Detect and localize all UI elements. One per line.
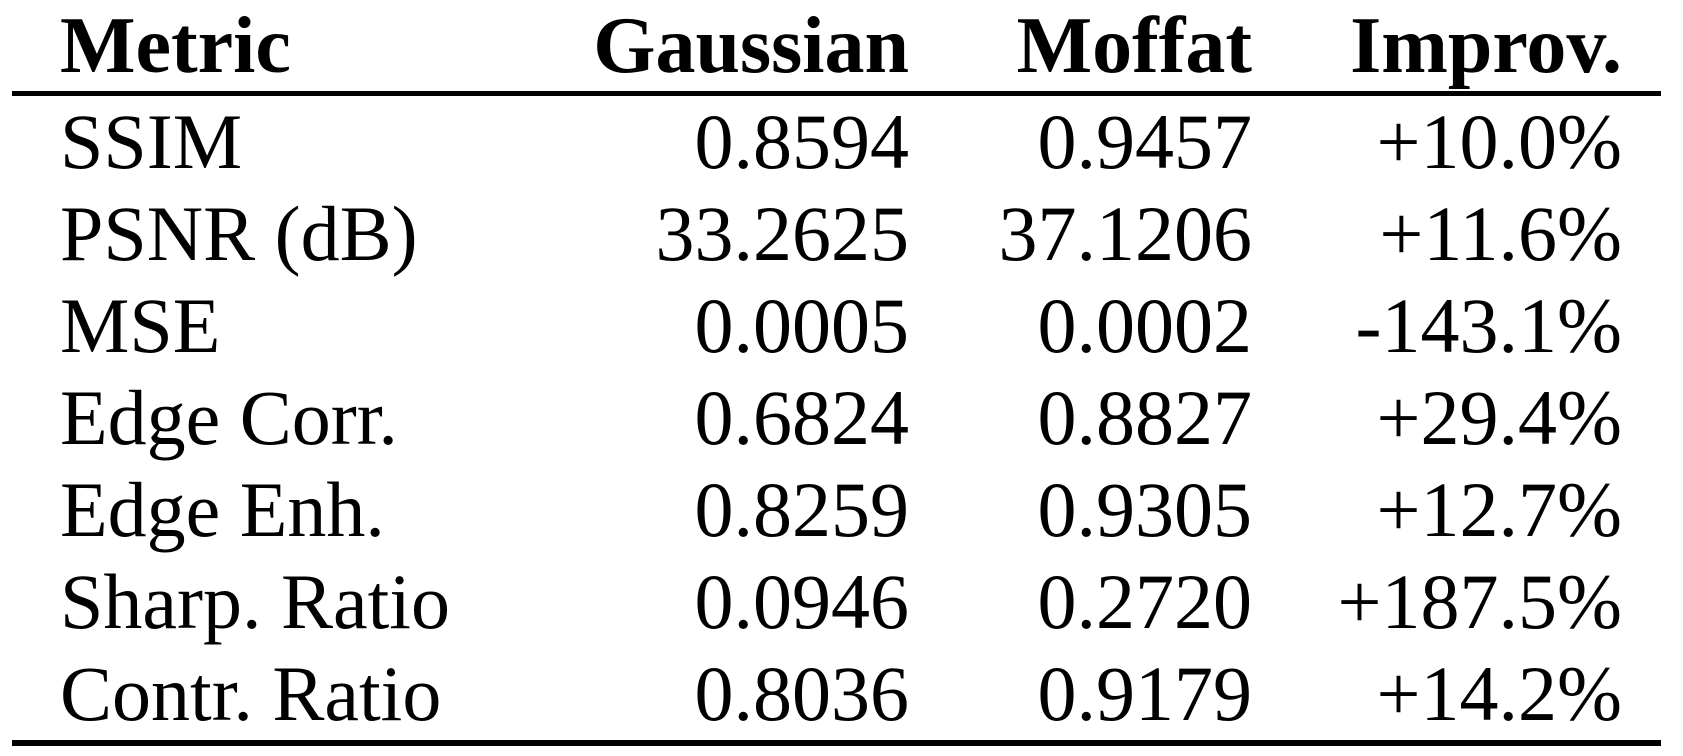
table-header-row: Metric Gaussian Moffat Improv.	[12, 0, 1661, 91]
moffat-value: 0.9305	[1037, 466, 1253, 553]
gaussian-value: 0.6824	[694, 374, 910, 461]
improv-value: +187.5%	[1337, 558, 1622, 645]
gaussian-value: 33.2625	[655, 190, 910, 277]
moffat-value: 0.0002	[1037, 282, 1253, 369]
moffat-value: 37.1206	[998, 190, 1253, 277]
improv-value: +12.7%	[1376, 466, 1622, 553]
improv-value: +10.0%	[1376, 98, 1622, 185]
table-row-psnr: PSNR (dB) 33.2625 37.1206 +11.6%	[12, 188, 1661, 280]
bottom-rule	[12, 740, 1661, 746]
improv-value: +14.2%	[1376, 650, 1622, 737]
metrics-comparison-table: Metric Gaussian Moffat Improv. SSIM 0.85…	[12, 0, 1661, 746]
metric-label: Edge Corr.	[60, 374, 398, 461]
metric-label: Sharp. Ratio	[60, 558, 450, 645]
moffat-value: 0.9457	[1037, 98, 1253, 185]
table-row-ssim: SSIM 0.8594 0.9457 +10.0%	[12, 96, 1661, 188]
column-header-improv: Improv.	[1350, 1, 1622, 90]
moffat-value: 0.9179	[1037, 650, 1253, 737]
column-header-gaussian: Gaussian	[593, 1, 909, 90]
gaussian-value: 0.8594	[694, 98, 910, 185]
metric-label: SSIM	[60, 98, 243, 185]
improv-value: -143.1%	[1355, 282, 1622, 369]
table-row-edge-enh: Edge Enh. 0.8259 0.9305 +12.7%	[12, 464, 1661, 556]
metric-label: MSE	[60, 282, 221, 369]
moffat-value: 0.2720	[1037, 558, 1253, 645]
table-row-edge-corr: Edge Corr. 0.6824 0.8827 +29.4%	[12, 372, 1661, 464]
improv-value: +11.6%	[1379, 190, 1622, 277]
metric-label: PSNR (dB)	[60, 190, 418, 277]
metric-label: Contr. Ratio	[60, 650, 442, 737]
gaussian-value: 0.0946	[694, 558, 910, 645]
table-row-mse: MSE 0.0005 0.0002 -143.1%	[12, 280, 1661, 372]
gaussian-value: 0.8036	[694, 650, 910, 737]
improv-value: +29.4%	[1376, 374, 1622, 461]
column-header-metric: Metric	[60, 1, 291, 90]
gaussian-value: 0.8259	[694, 466, 910, 553]
header-rule	[12, 91, 1661, 96]
table-row-sharp-ratio: Sharp. Ratio 0.0946 0.2720 +187.5%	[12, 556, 1661, 648]
moffat-value: 0.8827	[1037, 374, 1253, 461]
gaussian-value: 0.0005	[694, 282, 910, 369]
metric-label: Edge Enh.	[60, 466, 385, 553]
table-row-contr-ratio: Contr. Ratio 0.8036 0.9179 +14.2%	[12, 648, 1661, 740]
column-header-moffat: Moffat	[1016, 1, 1252, 90]
